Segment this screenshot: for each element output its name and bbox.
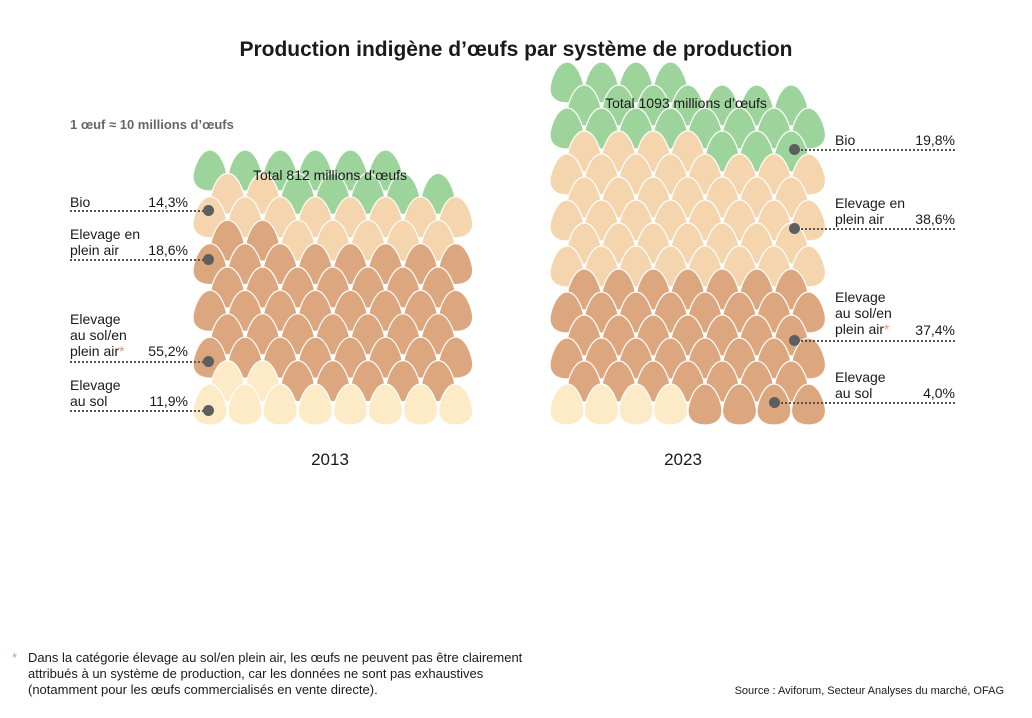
- egg-2023-sol: [652, 383, 689, 426]
- pct-2013-sol: 11,9%: [149, 393, 188, 409]
- label-2013-sol-plein-air: Elevage au sol/en plein air*: [70, 311, 127, 359]
- year-label-2013: 2013: [311, 450, 349, 469]
- leader-2013-sol: [70, 410, 208, 412]
- leader-2013-plein-air: [70, 259, 208, 261]
- egg-2023-sol-plein-air: [721, 383, 758, 426]
- label-2023-plein-air: Elevage en plein air: [835, 195, 906, 227]
- leader-2013-bio: [70, 210, 208, 212]
- egg-2023-sol: [549, 383, 585, 426]
- egg-2023-sol-plein-air: [687, 383, 723, 426]
- egg-2023-sol: [618, 383, 654, 426]
- footnote: * Dans la catégorie élevage au sol/en pl…: [12, 650, 552, 698]
- chart-title: Production indigène d’œufs par système d…: [239, 38, 793, 61]
- pin-2013-sol-plein-air: [203, 356, 214, 367]
- egg-2023-sol: [583, 383, 620, 426]
- egg-2013-sol: [297, 383, 333, 426]
- pct-2013-sol-plein-air: 55,2%: [148, 343, 188, 359]
- leader-2023-plein-air: [793, 228, 955, 230]
- label-2023-bio: Bio: [835, 132, 856, 148]
- pct-2023-sol-plein-air: 37,4%: [915, 322, 955, 338]
- label-2013-sol: Elevage au sol: [70, 377, 121, 409]
- leader-2023-bio: [793, 149, 955, 151]
- total-2023: Total 1093 millions d’œufs: [605, 95, 767, 111]
- egg-2013-sol: [227, 383, 263, 426]
- year-label-2023: 2023: [664, 450, 702, 469]
- pin-2023-bio: [789, 144, 800, 155]
- egg-2013-sol: [402, 383, 439, 426]
- egg-2013-sol: [438, 383, 474, 426]
- pct-2023-sol: 4,0%: [923, 385, 955, 401]
- leader-2013-sol-plein-air: [70, 361, 208, 363]
- source-note: Source : Aviforum, Secteur Analyses du m…: [734, 685, 1004, 697]
- label-2023-sol: Elevage au sol: [835, 369, 886, 401]
- pct-2023-bio: 19,8%: [915, 132, 955, 148]
- pin-2023-plein-air: [789, 223, 800, 234]
- pct-2013-bio: 14,3%: [148, 194, 188, 210]
- leader-2023-sol-plein-air: [793, 340, 955, 342]
- label-2013-bio: Bio: [70, 194, 91, 210]
- pin-2023-sol: [769, 397, 780, 408]
- leader-2023-sol: [773, 402, 955, 404]
- egg-2013-sol: [192, 383, 228, 426]
- pin-2013-plein-air: [203, 254, 214, 265]
- unit-note: 1 œuf ≈ 10 millions d’œufs: [70, 117, 234, 132]
- egg-2013-sol: [332, 383, 369, 426]
- pin-2023-sol-plein-air: [789, 335, 800, 346]
- egg-2013-sol: [262, 383, 298, 426]
- footnote-text: Dans la catégorie élevage au sol/en plei…: [28, 650, 523, 697]
- label-2013-plein-air: Elevage en plein air: [70, 226, 141, 258]
- footnote-asterisk: *: [12, 650, 18, 665]
- pin-2013-bio: [203, 205, 214, 216]
- pct-2023-plein-air: 38,6%: [915, 211, 955, 227]
- pin-2013-sol: [203, 405, 214, 416]
- total-2013: Total 812 millions d’œufs: [252, 167, 408, 183]
- egg-2013-sol: [367, 383, 404, 426]
- pct-2013-plein-air: 18,6%: [148, 242, 188, 258]
- label-2023-sol-plein-air: Elevage au sol/en plein air*: [835, 289, 892, 337]
